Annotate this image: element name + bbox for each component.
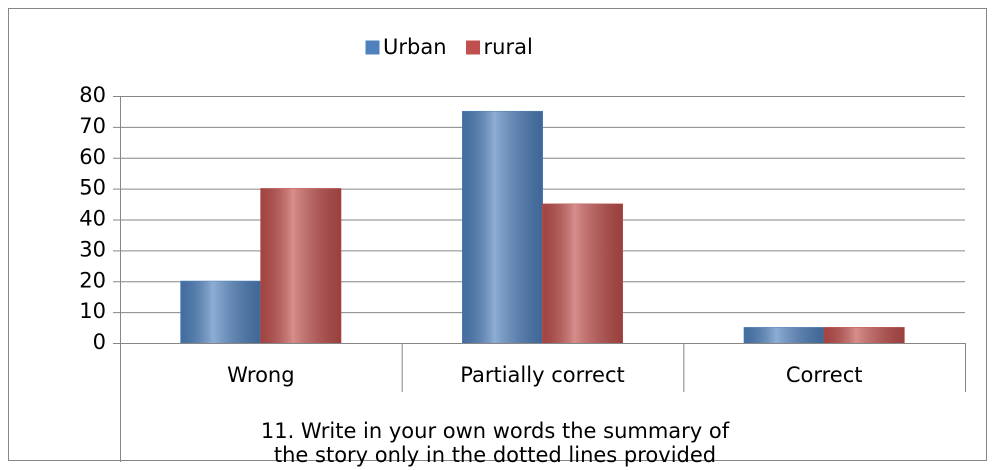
bar <box>260 188 342 344</box>
y-tick-label: 10 <box>79 299 106 323</box>
y-tick-label: 70 <box>79 114 106 138</box>
bar <box>462 110 543 344</box>
y-tick-label: 40 <box>79 207 106 231</box>
y-tick-label: 80 <box>79 83 106 107</box>
y-tick-label: 0 <box>93 330 106 354</box>
bar <box>823 327 905 344</box>
y-tick-label: 20 <box>79 268 106 292</box>
y-tick-label: 50 <box>79 176 106 200</box>
x-tick-label: Wrong <box>227 363 294 387</box>
y-tick-label: 30 <box>79 237 106 261</box>
x-tick-label: Correct <box>786 363 863 387</box>
legend-swatch <box>466 40 481 55</box>
legend-swatch <box>365 40 380 55</box>
bar <box>542 203 623 344</box>
x-axis-title: the story only in the dotted lines provi… <box>274 443 716 467</box>
legend-label: Urban <box>383 35 447 59</box>
y-tick-label: 60 <box>79 145 106 169</box>
x-tick-label: Partially correct <box>460 363 624 387</box>
bar <box>743 327 825 344</box>
legend-label: rural <box>484 35 533 59</box>
bar <box>180 280 262 344</box>
x-axis-title: 11. Write in your own words the summary … <box>261 419 730 443</box>
